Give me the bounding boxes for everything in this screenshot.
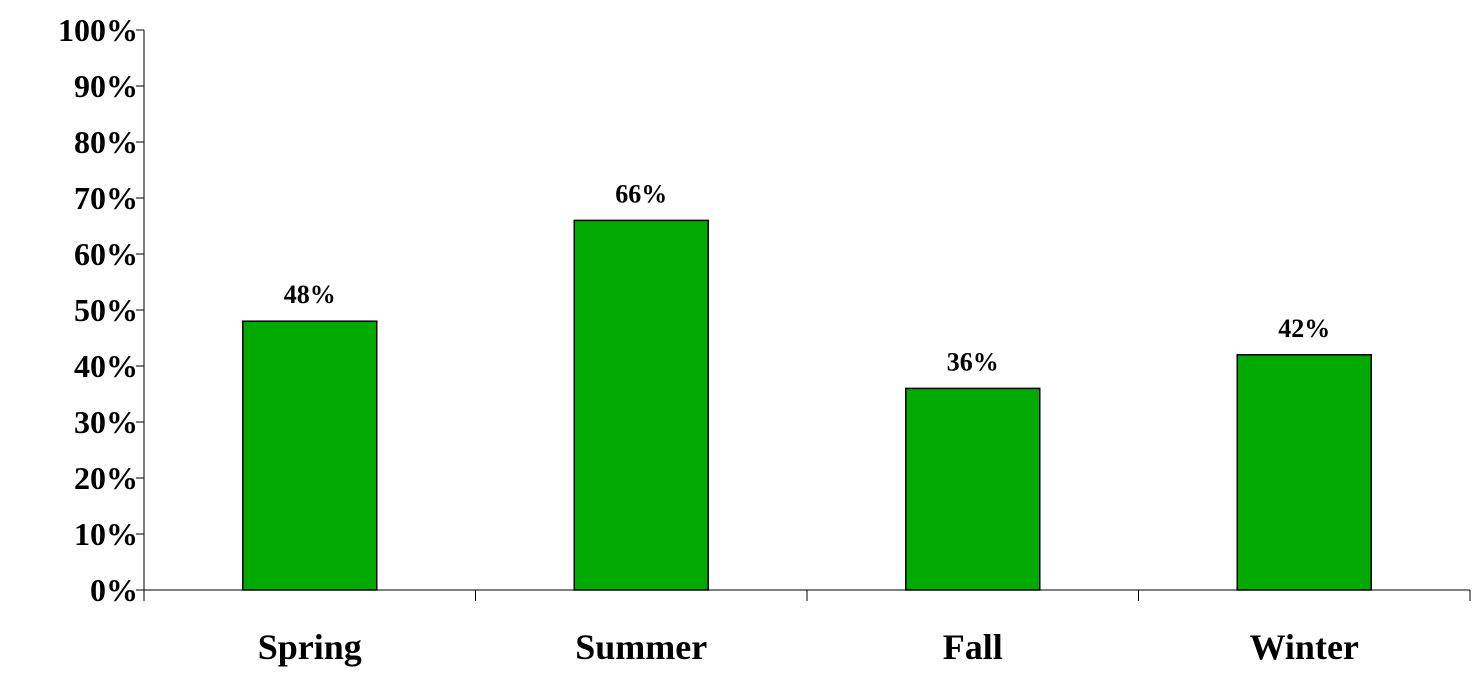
- x-tick-label: Winter: [1250, 627, 1359, 667]
- y-tick-label: 80%: [74, 124, 138, 160]
- y-tick-label: 50%: [74, 292, 138, 328]
- y-tick-label: 60%: [74, 236, 138, 272]
- x-tick-label: Fall: [943, 627, 1003, 667]
- bar: [1236, 354, 1372, 591]
- bar: [242, 320, 378, 591]
- x-axis: Spring Summer Fall Winter: [143, 589, 1471, 667]
- y-tick-label: 40%: [74, 348, 138, 384]
- bars: [242, 219, 1372, 591]
- bar: [905, 387, 1041, 591]
- y-tick-label: 70%: [74, 180, 138, 216]
- y-axis: 0% 10% 20% 30% 40% 50% 60% 70% 80% 90% 100%: [58, 12, 145, 608]
- data-label: 66%: [615, 179, 667, 208]
- data-label: 42%: [1278, 314, 1330, 343]
- y-tick-label: 30%: [74, 404, 138, 440]
- y-tick-label: 100%: [58, 12, 138, 48]
- y-tick-label: 20%: [74, 460, 138, 496]
- x-tick-label: Summer: [575, 627, 707, 667]
- data-label: 48%: [284, 280, 336, 309]
- data-labels: 48% 66% 36% 42%: [284, 179, 1331, 376]
- bar: [573, 219, 709, 591]
- data-label: 36%: [947, 347, 999, 376]
- y-tick-label: 0%: [90, 572, 138, 608]
- y-tick-label: 90%: [74, 68, 138, 104]
- x-tick-label: Spring: [258, 627, 362, 667]
- y-tick-label: 10%: [74, 516, 138, 552]
